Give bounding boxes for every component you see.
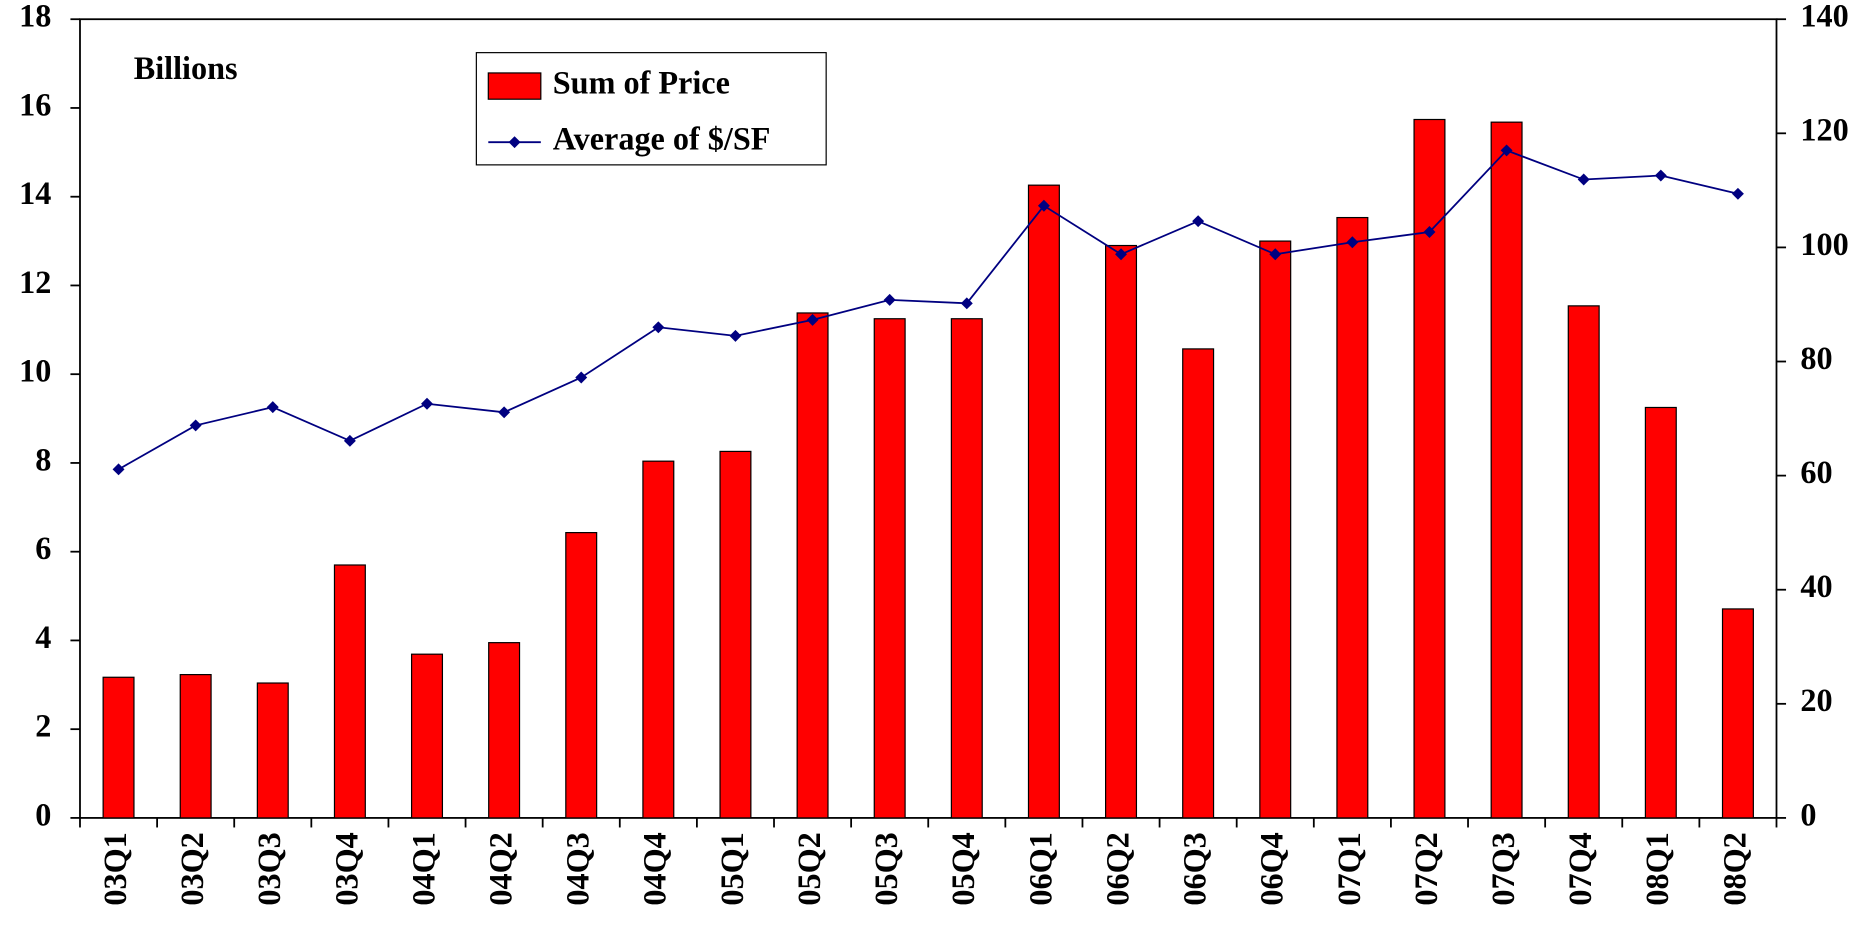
bar bbox=[410, 653, 444, 819]
marker bbox=[1192, 215, 1205, 228]
bar bbox=[950, 318, 983, 819]
x-tick-label: 08Q1 bbox=[1639, 832, 1675, 905]
y-tick-label: 0 bbox=[35, 796, 51, 832]
marker bbox=[1500, 144, 1513, 157]
bar bbox=[565, 532, 598, 819]
bar bbox=[488, 642, 521, 819]
x-tick-label: 05Q2 bbox=[791, 832, 827, 905]
y-tick-label: 6 bbox=[35, 530, 51, 566]
y-tick-label: 12 bbox=[19, 264, 51, 300]
bar bbox=[1182, 348, 1215, 819]
x-tick-label: 06Q4 bbox=[1254, 832, 1290, 905]
marker bbox=[806, 313, 819, 326]
x-tick-label: 04Q2 bbox=[483, 832, 519, 905]
legend-label: Sum of Price bbox=[553, 64, 730, 100]
marker bbox=[1731, 187, 1744, 200]
x-tick-label: 03Q2 bbox=[174, 832, 210, 905]
marker bbox=[498, 406, 511, 419]
marker bbox=[729, 329, 742, 342]
y2-tick-label: 40 bbox=[1800, 568, 1832, 604]
bar bbox=[1259, 240, 1292, 819]
marker bbox=[1654, 169, 1667, 182]
bar bbox=[1490, 121, 1523, 819]
marker bbox=[266, 401, 279, 414]
marker bbox=[883, 293, 896, 306]
x-tick-label: 05Q1 bbox=[714, 832, 750, 905]
bar bbox=[1027, 184, 1060, 819]
bar bbox=[1413, 118, 1446, 819]
y-tick-label: 4 bbox=[35, 619, 51, 655]
bar bbox=[1336, 216, 1369, 819]
bar bbox=[1721, 608, 1754, 819]
y2-tick-label: 80 bbox=[1800, 340, 1832, 376]
y-tick-label: 10 bbox=[19, 353, 51, 389]
y-tick-label: 2 bbox=[35, 708, 51, 744]
bar bbox=[796, 312, 829, 819]
legend-swatch bbox=[487, 72, 542, 100]
bar bbox=[1644, 406, 1677, 819]
marker bbox=[421, 397, 433, 410]
x-tick-label: 04Q4 bbox=[637, 832, 673, 905]
x-tick-label: 03Q3 bbox=[251, 832, 287, 905]
x-tick-label: 03Q4 bbox=[328, 832, 364, 905]
x-tick-label: 05Q4 bbox=[945, 832, 981, 905]
x-tick-label: 08Q2 bbox=[1716, 832, 1752, 905]
bar bbox=[1105, 244, 1138, 819]
bar bbox=[642, 460, 675, 819]
marker bbox=[652, 321, 665, 334]
marker bbox=[1037, 199, 1050, 212]
x-tick-label: 07Q1 bbox=[1331, 832, 1367, 905]
x-tick-label: 04Q3 bbox=[560, 832, 596, 905]
x-tick-label: 03Q1 bbox=[97, 832, 133, 905]
x-tick-label: 07Q3 bbox=[1485, 832, 1521, 905]
legend-label: Average of $/SF bbox=[553, 121, 771, 157]
y2-tick-label: 100 bbox=[1800, 226, 1848, 262]
marker bbox=[189, 419, 202, 432]
bar bbox=[1567, 305, 1600, 819]
x-tick-label: 07Q4 bbox=[1562, 832, 1598, 905]
bar bbox=[256, 682, 289, 819]
y2-tick-label: 120 bbox=[1800, 112, 1848, 148]
x-tick-label: 06Q1 bbox=[1022, 832, 1058, 905]
line bbox=[118, 149, 1739, 471]
bar bbox=[719, 450, 752, 819]
marker bbox=[1577, 173, 1590, 186]
y2-tick-label: 140 bbox=[1800, 0, 1848, 34]
y2-tick-label: 20 bbox=[1800, 682, 1832, 718]
y-tick-label: 18 bbox=[19, 0, 51, 34]
x-tick-label: 05Q3 bbox=[868, 832, 904, 905]
x-tick-label: 07Q2 bbox=[1408, 832, 1444, 905]
annotation: Billions bbox=[134, 50, 238, 86]
y2-tick-label: 60 bbox=[1800, 454, 1832, 490]
marker bbox=[112, 463, 125, 476]
bar bbox=[179, 673, 212, 819]
legend-box bbox=[475, 52, 827, 166]
x-tick-label: 06Q2 bbox=[1099, 832, 1135, 905]
y-tick-label: 16 bbox=[19, 86, 51, 122]
marker bbox=[343, 434, 356, 447]
x-tick-label: 04Q1 bbox=[405, 832, 441, 905]
marker bbox=[1346, 236, 1359, 249]
y2-tick-label: 0 bbox=[1800, 796, 1816, 832]
marker bbox=[575, 371, 588, 384]
y-tick-label: 8 bbox=[35, 441, 51, 477]
y-tick-label: 14 bbox=[19, 175, 51, 211]
bar bbox=[873, 318, 906, 819]
bar bbox=[333, 564, 366, 819]
x-tick-label: 06Q3 bbox=[1177, 832, 1213, 905]
marker bbox=[1269, 248, 1282, 261]
marker bbox=[1115, 248, 1127, 261]
marker bbox=[1423, 226, 1436, 238]
bar bbox=[102, 676, 135, 819]
